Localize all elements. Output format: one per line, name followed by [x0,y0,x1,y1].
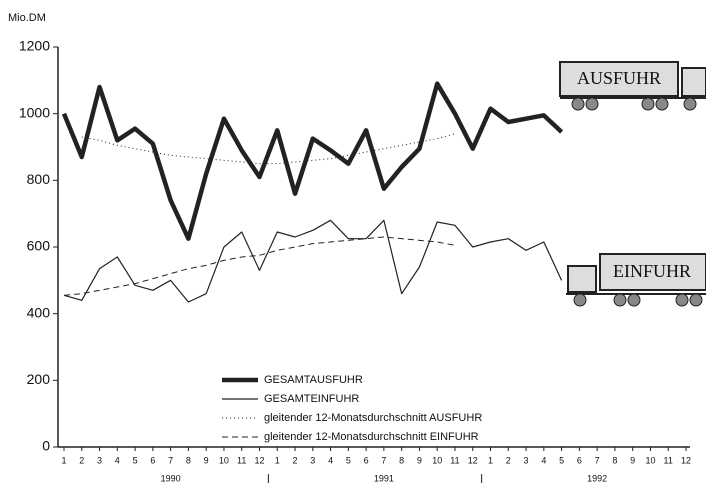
x-tick-label: 5 [346,455,351,465]
series-line [61,81,564,241]
truck-label: AUSFUHR [577,68,661,88]
x-tick-label: 4 [328,455,333,465]
x-tick-label: 6 [577,455,582,465]
x-tick-label: 1 [488,455,493,465]
x-tick-label: 4 [115,455,120,465]
y-tick-label: 400 [27,304,51,320]
x-tick-label: 8 [612,455,617,465]
series-line [63,236,456,296]
series-line [63,219,563,303]
x-tick-label: 12 [681,455,691,465]
x-tick-label: 5 [133,455,138,465]
x-tick-label: 1 [275,455,280,465]
truck-label: EINFUHR [613,261,691,281]
series-line [81,133,456,165]
x-tick-label: 9 [204,455,209,465]
y-tick-label: 1000 [19,104,50,120]
x-tick-label: 3 [310,455,315,465]
legend-label: GESAMTAUSFUHR [264,374,363,386]
x-tick-label: 1 [61,455,66,465]
y-tick-label: 200 [27,371,51,387]
x-tick-label: 11 [237,455,246,465]
x-tick-label: 10 [432,455,442,465]
x-tick-label: 9 [630,455,635,465]
x-tick-label: 2 [293,455,298,465]
x-tick-label: 7 [381,455,386,465]
x-tick-label: 7 [595,455,600,465]
x-tick-label: 3 [524,455,529,465]
x-tick-label: 7 [168,455,173,465]
x-tick-label: 9 [417,455,422,465]
y-tick-label: 1200 [19,38,50,54]
legend-label: gleitender 12-Monatsdurchschnitt AUSFUHR [264,412,482,424]
truck-export: AUSFUHR [559,61,706,111]
y-tick-label: 800 [27,171,51,187]
legend-label: GESAMTEINFUHR [264,393,359,405]
x-tick-label: 4 [541,455,546,465]
legend-label: gleitender 12-Monatsdurchschnitt EINFUHR [264,431,479,443]
x-group-label: 1991 [374,473,394,483]
x-tick-label: 8 [186,455,191,465]
y-tick-label: 0 [42,438,50,454]
x-tick-label: 10 [645,455,655,465]
y-tick-label: 600 [27,238,51,254]
x-tick-label: 3 [97,455,102,465]
truck-import: EINFUHR [566,253,706,307]
x-tick-label: 12 [468,455,478,465]
x-tick-label: 10 [219,455,229,465]
x-tick-label: 11 [450,455,459,465]
x-group-label: 1990 [161,473,181,483]
x-tick-label: 12 [254,455,264,465]
x-tick-label: 8 [399,455,404,465]
x-tick-label: 11 [664,455,673,465]
x-tick-label: 2 [79,455,84,465]
x-tick-label: 5 [559,455,564,465]
y-axis-label: Mio.DM [8,12,46,24]
x-tick-label: 6 [150,455,155,465]
x-tick-label: 2 [506,455,511,465]
x-group-label: 1992 [587,473,607,483]
x-tick-label: 6 [364,455,369,465]
